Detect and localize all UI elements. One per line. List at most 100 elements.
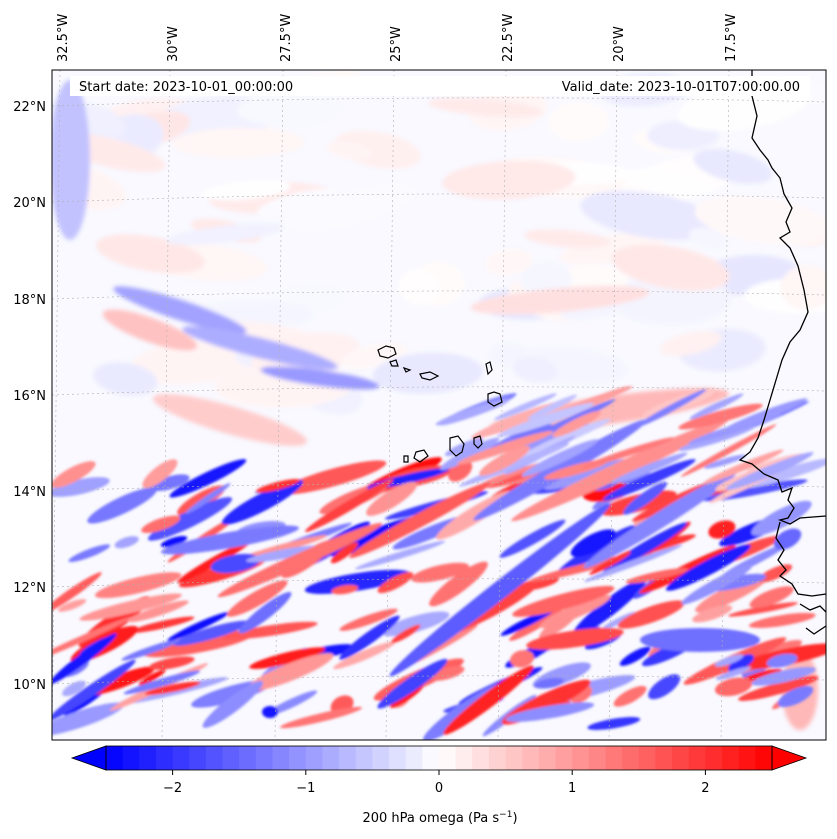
- colorbar-cell: [555, 746, 573, 770]
- colorbar-cell: [522, 746, 540, 770]
- omega-streak: [613, 685, 647, 707]
- colorbar-tick-label: 0: [435, 781, 443, 796]
- omega-streak: [619, 646, 651, 666]
- omega-streak: [238, 592, 292, 634]
- omega-streak: [150, 474, 190, 492]
- omega-streak: [738, 676, 819, 701]
- omega-streak: [728, 602, 798, 617]
- omega-streak: [185, 483, 231, 514]
- omega-streak: [429, 561, 488, 607]
- meridian-line: [608, 70, 618, 740]
- omega-streak: [339, 608, 398, 631]
- omega-streak: [703, 449, 784, 484]
- colorbar-cell: [189, 746, 207, 770]
- omega-streak: [202, 680, 263, 728]
- omega-streak: [456, 430, 554, 465]
- omega-streak: [144, 681, 201, 695]
- lat-label: 12°N: [13, 581, 46, 596]
- colorbar-cell: [588, 746, 607, 770]
- lat-label: 20°N: [13, 196, 46, 211]
- colorbar-cell: [355, 746, 373, 770]
- omega-streak: [766, 653, 798, 668]
- omega-streak: [121, 639, 180, 661]
- colorbar-cell: [455, 746, 473, 770]
- omega-streak: [330, 542, 359, 564]
- meridian-line: [274, 70, 284, 740]
- omega-streak: [497, 402, 594, 438]
- omega-patch: [166, 223, 283, 245]
- cape-verde-islands: [377, 345, 503, 463]
- header-box: [70, 76, 810, 96]
- omega-patch: [780, 265, 826, 310]
- omega-streak: [221, 479, 304, 525]
- omega-patch: [559, 231, 667, 265]
- lon-label: 20°W: [612, 26, 627, 62]
- colorbar-cell: [339, 746, 357, 770]
- omega-patch: [580, 190, 719, 240]
- omega-streak: [339, 615, 400, 660]
- omega-streak: [246, 545, 323, 563]
- omega-streak: [62, 680, 86, 697]
- omega-streak: [95, 572, 182, 599]
- omega-patch: [513, 357, 558, 383]
- omega-streak: [623, 481, 668, 515]
- colorbar-cell: [255, 746, 274, 770]
- omega-streak: [494, 393, 557, 421]
- meridian-line: [497, 70, 507, 740]
- lat-label: 22°N: [13, 100, 46, 115]
- omega-patch: [547, 101, 610, 142]
- colorbar-cell: [722, 746, 740, 770]
- omega-streak: [169, 459, 247, 498]
- omega-streak: [52, 616, 132, 661]
- omega-streak: [129, 616, 195, 633]
- omega-streak: [680, 424, 777, 477]
- omega-streak: [749, 586, 794, 608]
- omega-streak: [355, 540, 446, 570]
- omega-patch: [113, 286, 247, 334]
- colorbar-cell: [439, 746, 457, 770]
- colorbar-cell: [205, 746, 224, 770]
- omega-streak: [249, 647, 326, 669]
- omega-patch: [398, 268, 442, 306]
- colorbar-cells: [106, 746, 773, 770]
- colorbar-cell: [389, 746, 407, 770]
- omega-streak: [52, 659, 136, 721]
- omega-streak: [520, 418, 611, 458]
- omega-patch: [372, 352, 483, 394]
- omega-streak: [377, 658, 448, 709]
- omega-streak: [236, 535, 328, 561]
- colorbar-cell: [472, 746, 490, 770]
- omega-streak: [123, 670, 201, 695]
- omega-streak: [79, 593, 182, 621]
- omega-streak: [572, 578, 647, 637]
- omega-streak: [148, 656, 195, 670]
- lon-label: 30°W: [166, 26, 181, 62]
- omega-streak: [279, 460, 387, 495]
- colorbar-cell: [122, 746, 140, 770]
- colorbar-tick-label: 2: [701, 781, 709, 796]
- omega-streak: [538, 609, 580, 640]
- omega-streak: [635, 389, 707, 428]
- colorbar-cell: [239, 746, 257, 770]
- omega-streak: [390, 684, 424, 708]
- meridian-line: [161, 70, 171, 740]
- omega-streak: [751, 667, 816, 686]
- omega-streak: [640, 628, 760, 652]
- omega-streak: [505, 702, 595, 722]
- omega-streak: [500, 607, 556, 636]
- omega-streak: [583, 471, 737, 569]
- omega-streak: [68, 544, 111, 563]
- omega-streak: [333, 641, 396, 670]
- colorbar-cell: [272, 746, 290, 770]
- omega-patch: [484, 248, 533, 276]
- omega-streak: [141, 515, 181, 534]
- colorbar-cell: [305, 746, 324, 770]
- omega-streak: [177, 538, 254, 583]
- colorbar-cell: [538, 746, 557, 770]
- colorbar-tick-label: 1: [568, 781, 576, 796]
- omega-streak: [728, 654, 754, 672]
- omega-streak: [725, 452, 814, 491]
- omega-streak: [741, 668, 783, 682]
- parallel-line: [52, 290, 826, 300]
- omega-streak: [160, 536, 188, 548]
